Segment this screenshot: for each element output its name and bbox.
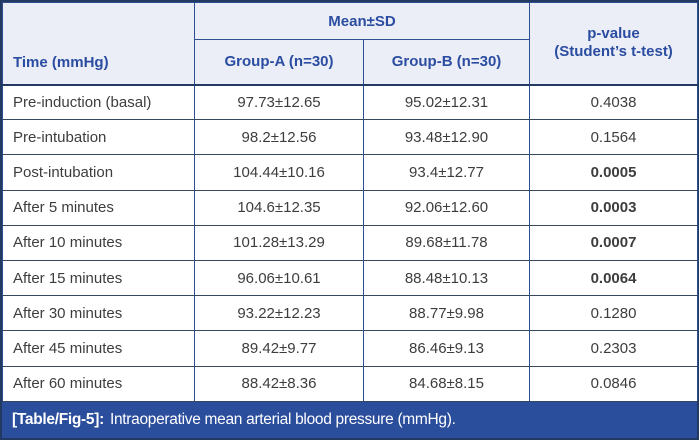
table-row: After 45 minutes 89.42±9.77 86.46±9.13 0… <box>2 330 699 367</box>
table-row: Post-intubation 104.44±10.16 93.4±12.77 … <box>2 154 699 191</box>
table-row: After 10 minutes 101.28±13.29 89.68±11.7… <box>2 224 699 261</box>
column-header-mean-sd: Mean±SD <box>193 2 531 40</box>
column-header-p-value: p-value (Student’s t-test) <box>529 2 699 85</box>
group-b-value: 84.68±8.15 <box>362 365 531 402</box>
group-b-value: 92.06±12.60 <box>362 189 531 226</box>
row-time-label: Pre-intubation <box>2 119 195 156</box>
group-a-value: 93.22±12.23 <box>194 295 364 332</box>
group-a-value: 88.42±8.36 <box>194 365 364 402</box>
row-time-label: Post-intubation <box>2 154 195 191</box>
table-row: After 5 minutes 104.6±12.35 92.06±12.60 … <box>2 189 699 226</box>
p-value: 0.0846 <box>529 365 699 402</box>
p-value: 0.0007 <box>529 224 699 261</box>
p-value: 0.0005 <box>529 154 699 191</box>
group-b-value: 93.4±12.77 <box>362 154 531 191</box>
blood-pressure-table: Time (mmHg) Mean±SD p-value (Student’s t… <box>2 2 699 402</box>
table-caption: [Table/Fig-5]: Intraoperative mean arter… <box>2 401 697 440</box>
group-b-value: 93.48±12.90 <box>362 119 531 156</box>
group-a-value: 104.44±10.16 <box>194 154 364 191</box>
row-time-label: After 30 minutes <box>2 295 195 332</box>
group-a-value: 89.42±9.77 <box>194 330 364 367</box>
group-a-value: 104.6±12.35 <box>194 189 364 226</box>
table-body: Pre-induction (basal) 97.73±12.65 95.02±… <box>2 83 699 402</box>
table-row: After 15 minutes 96.06±10.61 88.48±10.13… <box>2 259 699 297</box>
group-a-value: 98.2±12.56 <box>194 119 364 156</box>
table-row: Pre-intubation 98.2±12.56 93.48±12.90 0.… <box>2 119 699 156</box>
p-value: 0.1280 <box>529 295 699 332</box>
group-b-value: 88.77±9.98 <box>362 295 531 332</box>
row-time-label: Pre-induction (basal) <box>2 83 195 121</box>
group-b-value: 88.48±10.13 <box>362 259 531 297</box>
row-time-label: After 45 minutes <box>2 330 195 367</box>
p-value-label: p-value <box>587 24 640 42</box>
row-time-label: After 10 minutes <box>2 224 195 261</box>
column-header-time: Time (mmHg) <box>2 2 195 85</box>
column-header-group-b: Group-B (n=30) <box>362 39 531 85</box>
p-value: 0.2303 <box>529 330 699 367</box>
caption-tag: [Table/Fig-5]: <box>12 410 104 428</box>
group-a-value: 97.73±12.65 <box>194 83 364 121</box>
group-a-value: 101.28±13.29 <box>194 224 364 261</box>
group-b-value: 89.68±11.78 <box>362 224 531 261</box>
p-value: 0.4038 <box>529 83 699 121</box>
table-row: After 30 minutes 93.22±12.23 88.77±9.98 … <box>2 295 699 332</box>
p-value-sublabel: (Student’s t-test) <box>554 43 673 61</box>
table-row: After 60 minutes 88.42±8.36 84.68±8.15 0… <box>2 365 699 402</box>
p-value: 0.0003 <box>529 189 699 226</box>
table-row: Pre-induction (basal) 97.73±12.65 95.02±… <box>2 83 699 121</box>
p-value: 0.1564 <box>529 119 699 156</box>
p-value: 0.0064 <box>529 259 699 297</box>
group-a-value: 96.06±10.61 <box>194 259 364 297</box>
group-b-value: 86.46±9.13 <box>362 330 531 367</box>
group-b-value: 95.02±12.31 <box>362 83 531 121</box>
row-time-label: After 15 minutes <box>2 259 195 297</box>
row-time-label: After 60 minutes <box>2 365 195 402</box>
caption-text: Intraoperative mean arterial blood press… <box>109 410 456 428</box>
row-time-label: After 5 minutes <box>2 189 195 226</box>
table-header: Time (mmHg) Mean±SD p-value (Student’s t… <box>2 2 699 85</box>
column-header-group-a: Group-A (n=30) <box>194 39 364 85</box>
